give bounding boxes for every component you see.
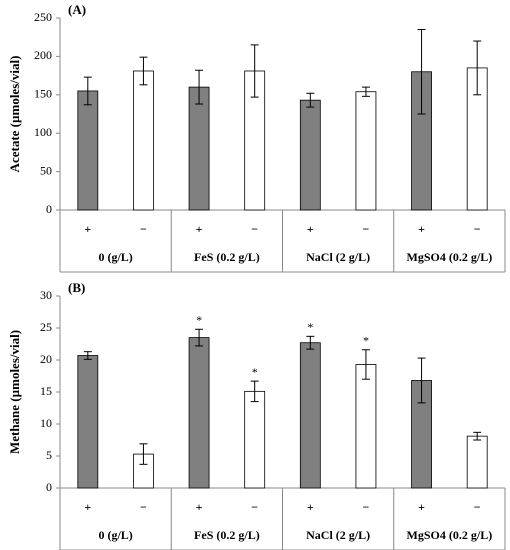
y-tick-label: 5 [46,448,52,462]
x-sub-label: − [140,500,147,514]
x-group-label: NaCl (2 g/L) [306,528,370,542]
x-group-label: MgSO4 (0.2 g/L) [407,528,493,542]
y-tick-label: 20 [40,352,52,366]
y-axis-label: Acetate (µmoles/vial) [7,56,22,173]
x-group-label: 0 (g/L) [98,528,132,542]
bar [133,70,154,211]
significance-marker: * [307,320,313,334]
y-tick-label: 30 [40,288,52,302]
y-tick-label: 15 [40,384,52,398]
bar [188,86,210,211]
bar [299,342,321,489]
y-tick-label: 10 [40,416,52,430]
x-sub-label: + [84,500,91,514]
y-tick-label: 150 [34,87,52,101]
x-group-label: NaCl (2 g/L) [306,250,370,264]
x-sub-label: + [307,500,314,514]
x-sub-label: − [140,222,147,236]
bar [466,435,488,489]
significance-marker: * [363,334,369,348]
x-sub-label: − [363,222,370,236]
x-group-label: FeS (0.2 g/L) [194,250,260,264]
bar [188,337,210,489]
panel-label: (A) [68,2,86,17]
y-tick-label: 25 [40,320,52,334]
bar [355,364,377,489]
y-tick-label: 100 [34,125,52,139]
y-axis-label: Methane (µmoles/vial) [7,330,22,454]
x-sub-label: − [363,500,370,514]
x-group-label: MgSO4 (0.2 g/L) [407,250,493,264]
x-sub-label: − [474,500,481,514]
x-sub-label: + [418,500,425,514]
y-tick-label: 250 [34,10,52,24]
bar [244,390,266,489]
y-tick-label: 0 [46,480,52,494]
bar [77,90,99,211]
y-tick-label: 50 [40,163,52,177]
significance-marker: * [252,365,258,379]
x-sub-label: + [418,222,425,236]
bar [77,355,99,489]
significance-marker: * [196,313,202,327]
panel-label: (B) [68,280,85,295]
x-sub-label: − [251,500,258,514]
x-group-label: FeS (0.2 g/L) [194,528,260,542]
bar [355,91,377,211]
x-sub-label: + [84,222,91,236]
x-sub-label: + [196,500,203,514]
x-sub-label: + [196,222,203,236]
x-sub-label: + [307,222,314,236]
x-sub-label: − [251,222,258,236]
x-sub-label: − [474,222,481,236]
y-tick-label: 0 [46,202,52,216]
bar [299,99,321,211]
y-tick-label: 200 [34,48,52,62]
x-group-label: 0 (g/L) [98,250,132,264]
